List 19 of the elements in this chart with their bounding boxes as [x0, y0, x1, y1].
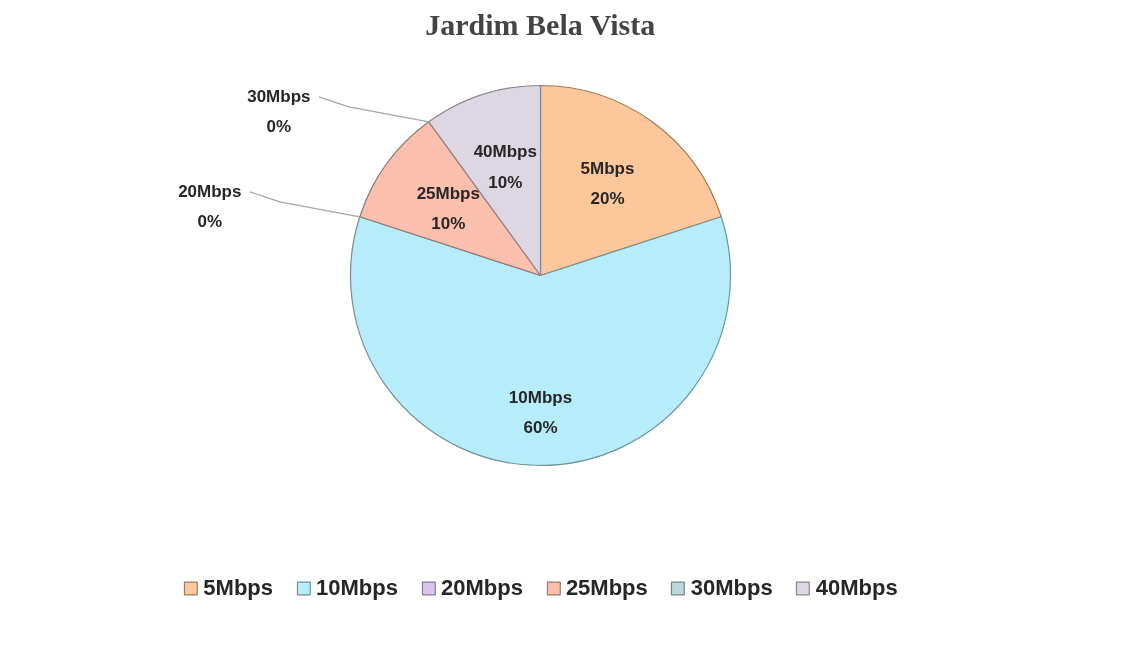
chart-title: Jardim Bela Vista	[425, 7, 656, 41]
slice-label: 5Mbps	[580, 158, 635, 178]
legend-label: 20Mbps	[440, 575, 523, 601]
legend-label: 25Mbps	[565, 575, 648, 601]
category-label: 20Mbps	[178, 182, 242, 202]
data-label: 20%	[590, 188, 625, 208]
data-label: 10%	[431, 214, 466, 234]
legend-label: 40Mbps	[815, 575, 898, 601]
legend-label: 5Mbps	[203, 575, 274, 601]
data-label: 60%	[523, 418, 558, 437]
slice-label: 25Mbps	[416, 183, 480, 203]
text: 0%	[197, 212, 223, 232]
legend-label: 10Mbps	[316, 575, 398, 601]
category-label: 30Mbps	[247, 87, 311, 107]
legend-label: 30Mbps	[690, 575, 773, 601]
data-label: 10%	[488, 172, 523, 192]
text: 0%	[266, 117, 292, 137]
slice-label: 10Mbps	[508, 387, 573, 407]
slice-label: 40Mbps	[473, 142, 537, 162]
